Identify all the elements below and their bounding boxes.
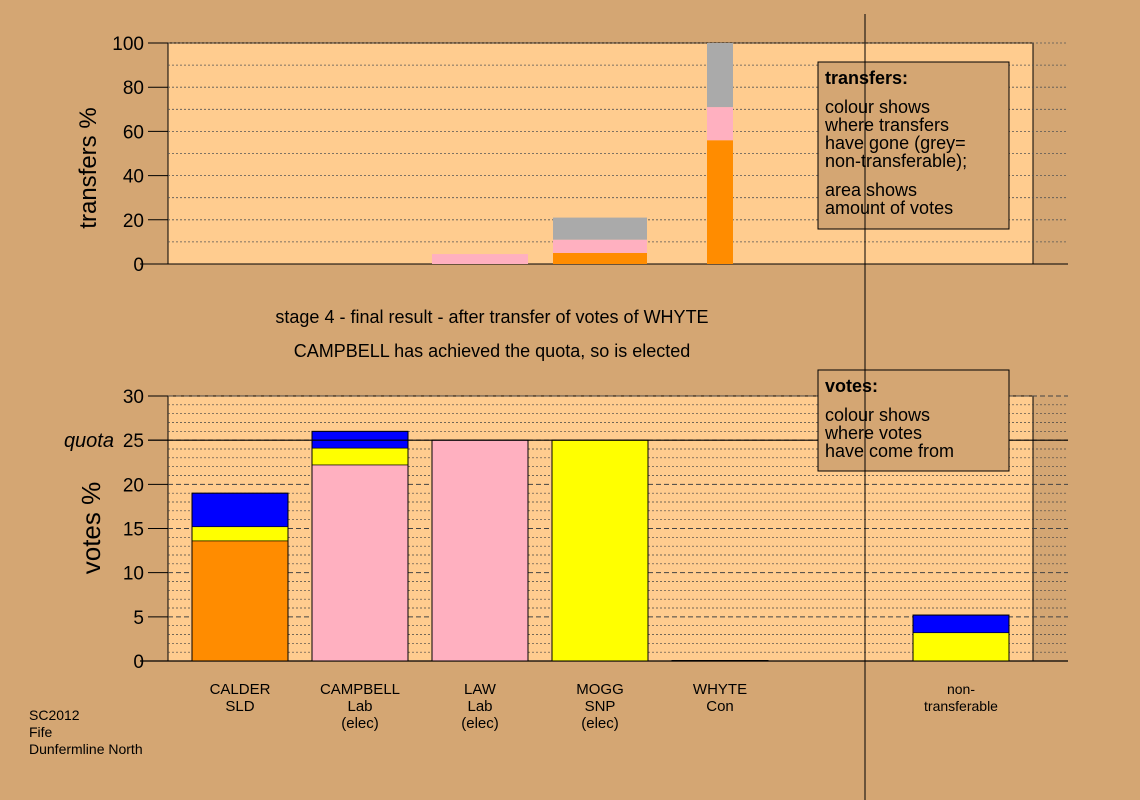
candidate-label: SNP	[585, 698, 616, 715]
candidate-label: (elec)	[581, 715, 619, 732]
candidate-label: CAMPBELL	[320, 681, 400, 698]
transfers-y-tick-label: 80	[123, 78, 144, 99]
votes-y-ticks: 0 5 10 15 20 25 30	[123, 387, 168, 673]
votes-bar-segment	[311, 447, 409, 466]
votes-legend-line: colour shows	[825, 405, 930, 425]
votes-bar-segment	[912, 614, 1010, 634]
votes-bars	[191, 430, 1010, 662]
votes-bar-segment	[191, 526, 289, 542]
candidate-label: CALDER	[210, 681, 271, 698]
candidate-label: MOGG	[576, 681, 624, 698]
votes-bar-segment	[912, 632, 1010, 662]
quota-label: quota	[64, 430, 114, 452]
stage-title: stage 4 - final result - after transfer …	[275, 307, 708, 327]
transfers-legend-title: transfers:	[825, 68, 908, 88]
votes-legend-line: where votes	[824, 423, 922, 443]
candidate-label: non-	[947, 681, 975, 697]
transfers-bar-segment	[553, 252, 647, 264]
votes-y-label: votes %	[76, 482, 106, 575]
transfers-y-ticks: 0 20 40 60 80 100	[112, 34, 168, 276]
candidate-label: (elec)	[341, 715, 379, 732]
transfers-legend-line: colour shows	[825, 97, 930, 117]
votes-legend: votes: colour shows where votes have com…	[817, 369, 1010, 472]
votes-bar-segment	[191, 540, 289, 662]
transfers-bars	[432, 43, 733, 264]
transfers-bar-segment	[553, 239, 647, 253]
transfers-legend: transfers: colour shows where transfers …	[817, 61, 1010, 230]
transfers-bar-segment	[432, 254, 528, 264]
votes-bar-outline	[191, 492, 289, 662]
votes-bar-segment	[311, 464, 409, 662]
candidate-label: (elec)	[461, 715, 499, 732]
footer-council: Fife	[29, 724, 53, 740]
transfers-y-label: transfers %	[75, 107, 102, 228]
votes-y-tick-label: 5	[133, 608, 144, 629]
votes-y-tick-label: 0	[133, 652, 144, 673]
votes-y-tick-label: 15	[123, 520, 144, 541]
transfers-bar-segment	[707, 107, 733, 141]
votes-legend-box	[817, 369, 1010, 472]
transfers-y-tick-label: 40	[123, 167, 144, 188]
transfers-bar-segment	[553, 217, 647, 240]
transfers-bar-segment	[707, 43, 733, 108]
votes-bar-segment	[191, 492, 289, 528]
transfers-legend-line: where transfers	[824, 115, 949, 135]
transfers-legend-line: area shows	[825, 180, 917, 200]
votes-legend-line: have come from	[825, 441, 954, 461]
votes-bar-segment	[311, 431, 409, 441]
votes-bar-segment	[431, 439, 529, 662]
transfers-y-tick-label: 20	[123, 211, 144, 232]
votes-bar-outline	[311, 430, 409, 662]
stage-subtitle: CAMPBELL has achieved the quota, so is e…	[294, 341, 691, 361]
candidate-label: WHYTE	[693, 681, 747, 698]
footer-ward: Dunfermline North	[29, 741, 143, 757]
candidate-label: SLD	[225, 698, 254, 715]
transfers-y-tick-label: 60	[123, 122, 144, 143]
votes-y-tick-label: 20	[123, 475, 144, 496]
candidate-labels: CALDERSLDCAMPBELLLab(elec)LAWLab(elec)MO…	[210, 681, 999, 732]
candidate-label: Lab	[347, 698, 372, 715]
transfers-y-tick-label: 0	[133, 255, 144, 276]
votes-y-tick-label: 30	[123, 387, 144, 408]
transfers-legend-line: have gone (grey=	[825, 133, 966, 153]
votes-bar-segment	[551, 439, 649, 662]
votes-bar-segment	[311, 439, 409, 449]
candidate-label: transferable	[924, 698, 998, 714]
footer-year: SC2012	[29, 707, 80, 723]
transfers-legend-line: non-transferable);	[825, 151, 967, 171]
candidate-label: LAW	[464, 681, 497, 698]
votes-y-tick-label: 25	[123, 431, 144, 452]
votes-legend-title: votes:	[825, 376, 878, 396]
votes-y-tick-label: 10	[123, 564, 144, 585]
transfers-bar-segment	[707, 140, 733, 264]
candidate-label: Con	[706, 698, 734, 715]
votes-bar-outline	[912, 614, 1010, 662]
transfers-legend-line: amount of votes	[825, 198, 953, 218]
candidate-label: Lab	[467, 698, 492, 715]
votes-bar-outline	[671, 660, 769, 662]
transfers-y-tick-label: 100	[112, 34, 144, 55]
transfers-legend-box	[817, 61, 1010, 230]
